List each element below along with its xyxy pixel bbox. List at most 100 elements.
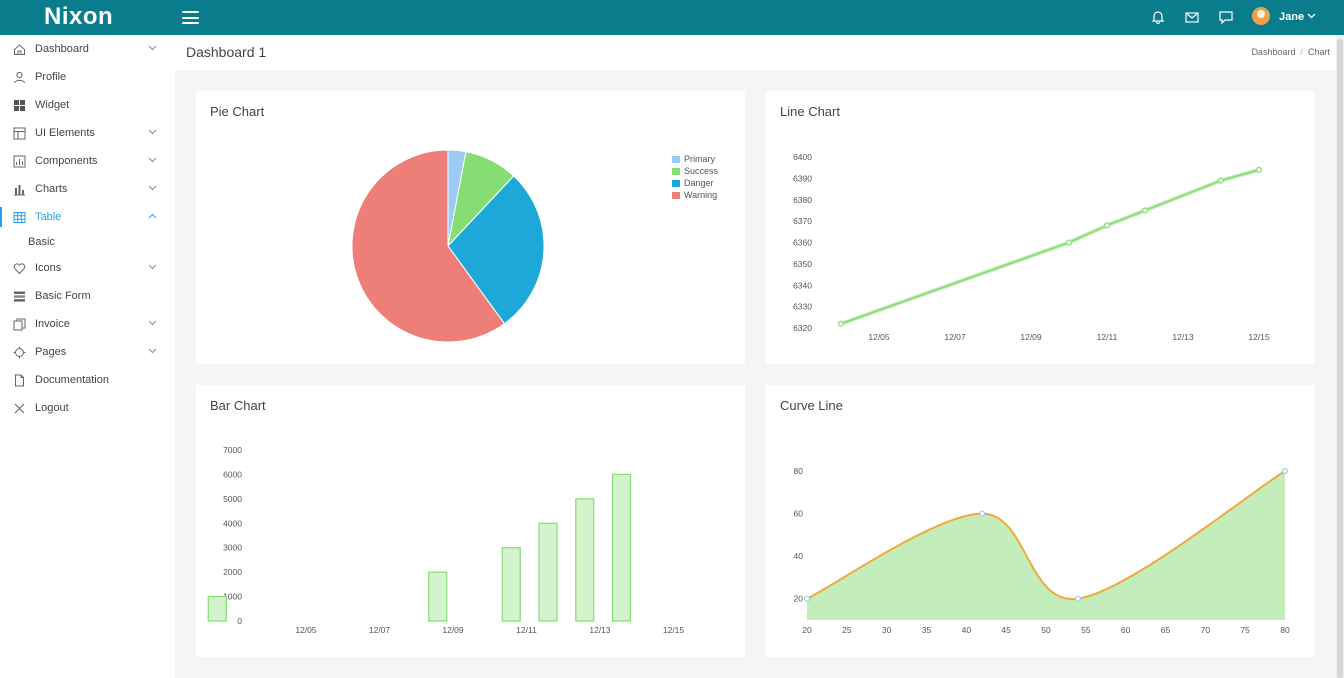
sidebar-item-label: Charts (35, 183, 68, 195)
curve-chart-card: Curve Line 80 60 40 20 20 25 30 35 40 45 50 55 60 65 7… (766, 385, 1314, 657)
y-tick-label: 20 (794, 594, 804, 604)
y-tick-label: 7000 (223, 445, 242, 455)
legend-item[interactable]: Primary (672, 154, 718, 166)
x-tick-label: 35 (922, 625, 932, 635)
data-point (979, 510, 986, 517)
sidebar-item-label: Documentation (35, 374, 109, 386)
y-tick-label: 6390 (793, 173, 812, 183)
x-tick-label: 75 (1240, 625, 1250, 635)
sidebar-item-pages[interactable]: Pages (0, 339, 175, 365)
document-icon (15, 374, 24, 387)
chevron-down-icon (148, 320, 157, 326)
sidebar-item-table[interactable]: Table (0, 204, 175, 230)
line-chart: 6400 6390 6380 6370 6360 6350 6340 6330 6320 12/0… (793, 152, 1270, 342)
user-name[interactable]: Jane (1279, 11, 1305, 23)
x-tick-label: 12/09 (1020, 332, 1042, 342)
y-tick-label: 2000 (223, 567, 242, 577)
x-tick-label: 20 (802, 625, 812, 635)
y-tick-label: 6340 (793, 280, 812, 290)
page-scrollbar[interactable] (1336, 35, 1344, 678)
chevron-up-icon (148, 213, 157, 219)
chat-icon[interactable] (1218, 9, 1234, 25)
x-tick-label: 12/09 (442, 625, 464, 635)
y-tick-label: 40 (794, 551, 804, 561)
x-tick-label: 70 (1201, 625, 1211, 635)
card-title: Line Chart (780, 104, 840, 119)
chevron-down-icon (148, 348, 157, 354)
sidebar-item-basic-form[interactable]: Basic Form (0, 283, 175, 309)
x-tick-label: 55 (1081, 625, 1091, 635)
x-tick-label: 65 (1161, 625, 1171, 635)
bar (538, 522, 558, 622)
menu-toggle-icon[interactable] (182, 11, 199, 24)
data-point (1281, 467, 1288, 474)
sidebar-item-ui-elements[interactable]: UI Elements (0, 120, 175, 146)
x-tick-label: 45 (1001, 625, 1011, 635)
bar-chart-card: Bar Chart 7000 6000 5000 4000 3000 2000 1000 0 1… (196, 385, 745, 657)
x-tick-label: 40 (962, 625, 972, 635)
x-tick-label: 25 (842, 625, 852, 635)
data-point (1141, 207, 1149, 214)
bar-chart-icon (14, 185, 25, 196)
data-point (1255, 166, 1263, 173)
pie-chart-card: Pie Chart Primary Success Danger Warning (196, 91, 745, 364)
data-point (837, 320, 845, 327)
breadcrumb-separator: / (1300, 47, 1303, 57)
sidebar-item-label: Widget (35, 99, 70, 111)
sidebar-item-widget[interactable]: Widget (0, 92, 175, 118)
bar (575, 498, 595, 622)
chevron-down-icon (148, 157, 157, 163)
series-line (840, 169, 1260, 325)
sidebar-item-label: UI Elements (35, 127, 95, 139)
sidebar: Dashboard Profile Widget UI Elements Com… (0, 35, 175, 678)
user-avatar[interactable] (1252, 7, 1270, 25)
sidebar-item-dashboard[interactable]: Dashboard (0, 36, 175, 62)
heart-icon (13, 263, 26, 275)
chevron-down-icon[interactable] (1307, 13, 1316, 19)
sidebar-item-logout[interactable]: Logout (0, 395, 175, 421)
bell-icon[interactable] (1150, 9, 1166, 25)
sidebar-item-icons[interactable]: Icons (0, 255, 175, 281)
data-point (1065, 239, 1073, 246)
legend-label: Primary (684, 154, 715, 164)
y-tick-label: 6350 (793, 259, 812, 269)
breadcrumb-dashboard[interactable]: Dashboard (1251, 47, 1296, 57)
sidebar-subitem-basic[interactable]: Basic (28, 236, 55, 248)
y-tick-label: 6000 (223, 469, 242, 479)
legend-item[interactable]: Success (672, 166, 718, 178)
y-tick-label: 60 (794, 509, 804, 519)
y-tick-label: 6380 (793, 195, 812, 205)
sidebar-item-label: Icons (35, 262, 62, 274)
sidebar-item-documentation[interactable]: Documentation (0, 367, 175, 393)
x-tick-label: 12/07 (369, 625, 391, 635)
top-navbar: Nixon Jane (0, 0, 1344, 35)
x-tick-label: 12/13 (1172, 332, 1194, 342)
curve-line-chart: 80 60 40 20 20 25 30 35 40 45 50 55 60 65 70 75 80 (794, 466, 1290, 635)
brand-logo[interactable]: Nixon (44, 3, 114, 30)
mail-icon[interactable] (1184, 9, 1200, 25)
data-point (1074, 595, 1081, 602)
breadcrumb: Dashboard / Chart (1251, 47, 1330, 57)
scrollbar-thumb[interactable] (1337, 39, 1343, 678)
sidebar-item-invoice[interactable]: Invoice (0, 311, 175, 337)
data-point (1103, 222, 1111, 229)
legend-item[interactable]: Warning (672, 190, 718, 202)
bar (207, 595, 227, 622)
card-title: Curve Line (780, 398, 843, 413)
y-tick-label: 6400 (793, 152, 812, 162)
y-tick-label: 4000 (223, 518, 242, 528)
sidebar-item-label: Table (35, 211, 62, 223)
sidebar-item-profile[interactable]: Profile (0, 64, 175, 90)
sidebar-item-label: Basic Form (35, 290, 91, 302)
card-title: Bar Chart (210, 398, 266, 413)
legend-label: Danger (684, 178, 714, 188)
sidebar-item-label: Dashboard (35, 43, 89, 55)
page-header: Dashboard 1 Dashboard / Chart (175, 35, 1336, 70)
sidebar-item-charts[interactable]: Charts (0, 176, 175, 202)
x-tick-label: 12/11 (516, 625, 537, 635)
sidebar-item-components[interactable]: Components (0, 148, 175, 174)
crosshair-icon (13, 346, 26, 359)
y-tick-label: 3000 (223, 543, 242, 553)
sidebar-item-label: Profile (35, 71, 67, 83)
legend-item[interactable]: Danger (672, 178, 718, 190)
